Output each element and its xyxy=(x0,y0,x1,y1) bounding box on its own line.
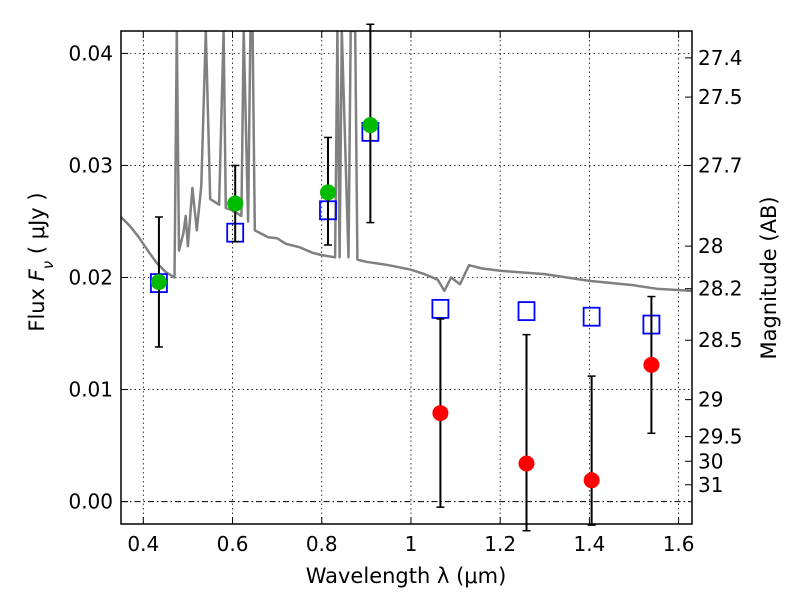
y-tick-label: 0.02 xyxy=(68,266,113,290)
x-axis-label: Wavelength λ (μm) xyxy=(306,564,507,588)
detection-point xyxy=(227,195,244,212)
non-detection-point xyxy=(518,455,535,472)
x-tick-label: 1 xyxy=(405,532,418,556)
y-axis-label-pre: Flux xyxy=(25,281,49,331)
x-tick-label: 1.2 xyxy=(484,532,516,556)
y2-tick-label: 30 xyxy=(698,449,723,473)
y-tick-label: 0.01 xyxy=(68,378,113,402)
x-tick-label: 1.6 xyxy=(663,532,695,556)
non-detection-point xyxy=(583,472,600,489)
model-photometry-square xyxy=(582,306,601,327)
x-tick-label: 0.6 xyxy=(217,532,249,556)
data-markers xyxy=(150,23,661,532)
y2-tick-label: 31 xyxy=(698,473,723,497)
y-axis-label: Flux Fν ( μJy ) xyxy=(25,192,57,331)
x-tick-label: 1.4 xyxy=(573,532,605,556)
y-tick-label: 0.04 xyxy=(68,41,113,65)
y2-tick-label: 28.5 xyxy=(698,328,743,352)
spectrum-line xyxy=(121,31,692,293)
y2-tick-label: 27.5 xyxy=(698,85,743,109)
x-tick-label: 0.8 xyxy=(306,532,338,556)
y-axis-label-symbol: F xyxy=(25,268,49,281)
y2-tick-label: 29.5 xyxy=(698,425,743,449)
non-detection-point xyxy=(432,405,449,422)
grid-lines xyxy=(121,31,692,524)
y2-axis-label: Magnitude (AB) xyxy=(757,196,781,359)
y-tick-label: 0.03 xyxy=(68,153,113,177)
x-tick-label: 0.4 xyxy=(127,532,159,556)
axis-ticks: 0.4 0.6 0.8 1 1.2 1.4 1.6 0.00 0.01 0.02 0.03 0.04 2… xyxy=(68,31,743,556)
detection-point xyxy=(362,117,379,134)
y2-tick-label: 29 xyxy=(698,388,723,412)
detection-point xyxy=(319,184,336,201)
y2-tick-label: 28.2 xyxy=(698,277,743,301)
model-spectrum xyxy=(121,31,692,293)
y2-tick-label: 28 xyxy=(698,234,723,258)
y-axis-label-subscript: ν xyxy=(39,261,57,269)
detection-point xyxy=(150,273,167,290)
y2-tick-label: 27.4 xyxy=(698,46,743,70)
y-axis-label-post: ( μJy ) xyxy=(25,192,49,260)
non-detection-point xyxy=(643,356,660,373)
model-photometry-square xyxy=(431,298,450,319)
y2-tick-label: 27.7 xyxy=(698,153,743,177)
model-photometry-square xyxy=(517,301,536,322)
y-tick-label: 0.00 xyxy=(68,490,113,514)
